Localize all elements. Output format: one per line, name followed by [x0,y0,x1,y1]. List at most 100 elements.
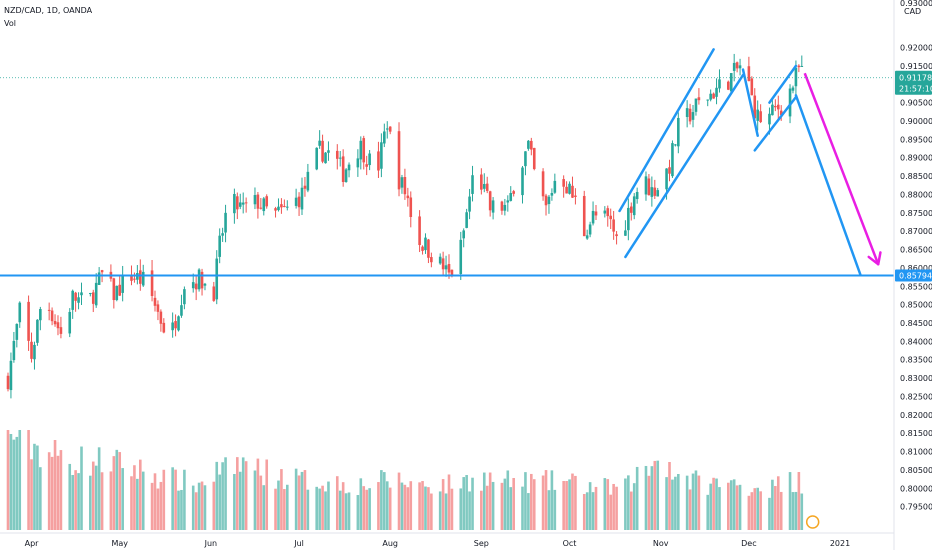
candle-body [491,200,495,213]
candle-body [347,164,351,171]
volume-bar [383,472,386,530]
price-tick-label: 0.85500 [900,282,932,291]
candle-body [524,151,527,167]
volume-bar [100,472,104,530]
volume-bar [485,485,489,530]
trend-line[interactable] [768,64,798,104]
volume-bar [33,443,36,530]
candle-body [385,128,389,130]
volume-bar [712,477,715,530]
trend-line[interactable] [624,73,745,259]
volume-bar [174,469,177,530]
countdown-timer: 21:57:10 [899,85,932,94]
trend-line[interactable] [794,94,862,277]
time-axis[interactable]: Apr May Jun Jul Aug Sep Oct Nov Dec 2021 [0,532,894,548]
volume-bar [36,445,39,530]
candle-body [585,235,589,239]
candle-body [130,275,133,281]
candlesticks [6,53,804,399]
candle-body [691,112,695,120]
volume-bar [800,493,804,530]
candle-body [377,151,380,171]
candle-body [315,147,318,170]
volume-bar [585,492,589,530]
symbol-legend[interactable]: NZD/CAD, 1D, OANDA [4,6,93,15]
volume-bar [424,486,427,530]
candle-body [738,65,742,69]
projection-arrow[interactable] [803,72,880,265]
volume-bar [582,493,586,530]
volume-bar [571,473,574,530]
volume-bar [12,439,16,530]
candle-body [471,175,474,194]
candle-body [335,150,339,159]
candle-body [115,285,119,301]
trend-line[interactable] [618,48,715,213]
time-tick-label: Jun [204,539,218,548]
current-price-badge [895,70,932,95]
price-tick-label: 0.88500 [900,172,932,181]
price-tick-label: 0.82500 [900,392,932,401]
candle-body [53,321,57,325]
candle-body [503,204,507,211]
volume-bar [368,488,371,530]
candle-body [430,257,433,263]
candle-body [362,138,366,163]
event-marker-icon[interactable] [805,515,820,529]
drawings[interactable] [0,48,894,529]
trend-line[interactable] [741,68,759,137]
candle-body [488,191,492,211]
volume-bar [18,430,22,530]
price-axis[interactable]: 0.93000CAD0.920000.915000.910000.905000.… [893,0,932,550]
candle-body [241,202,245,205]
candle-body [750,78,754,96]
volume-bar [609,494,612,530]
candle-body [735,62,739,69]
currency-label: CAD [904,7,921,16]
candle-body [286,206,289,208]
volume-legend[interactable]: Vol [4,19,16,28]
volume-bar [697,475,701,530]
volume-bar [459,488,463,530]
volume-bar [221,462,224,530]
volume-bar [139,459,142,530]
volume-bar [94,465,98,530]
volume-bar [503,478,507,530]
price-tick-label: 0.85000 [900,301,932,310]
volume-bar [427,487,430,530]
volume-bar [27,430,30,530]
candle-body [194,283,198,290]
price-tick-label: 0.79500 [900,503,932,512]
candle-body [459,239,463,275]
candle-body [421,246,424,251]
candle-body [280,204,283,208]
candle-body [582,195,586,237]
candle-body [150,270,154,297]
price-tick-label: 0.83500 [900,356,932,365]
candle-body [588,224,592,235]
candle-body [12,340,16,361]
volume-bar [591,492,595,530]
candle-body [253,195,257,205]
volume-bar [624,478,627,530]
volume-bar [727,482,730,530]
candle-body [624,230,627,236]
volume-bar [759,491,762,530]
candle-body [191,282,195,289]
volume-bar [629,491,633,530]
candle-body [365,164,368,167]
price-tick-label: 0.93000 [900,0,932,8]
candle-body [550,192,554,196]
volume-bar [603,478,607,530]
trend-line[interactable] [753,95,798,152]
volume-bar [121,468,124,530]
volume-bar [530,473,533,530]
volume-bar [732,479,736,530]
candle-body [233,193,236,214]
volume-bar [438,491,442,530]
volume-bar [359,478,363,530]
candle-body [183,289,186,305]
volume-bar [377,482,380,530]
